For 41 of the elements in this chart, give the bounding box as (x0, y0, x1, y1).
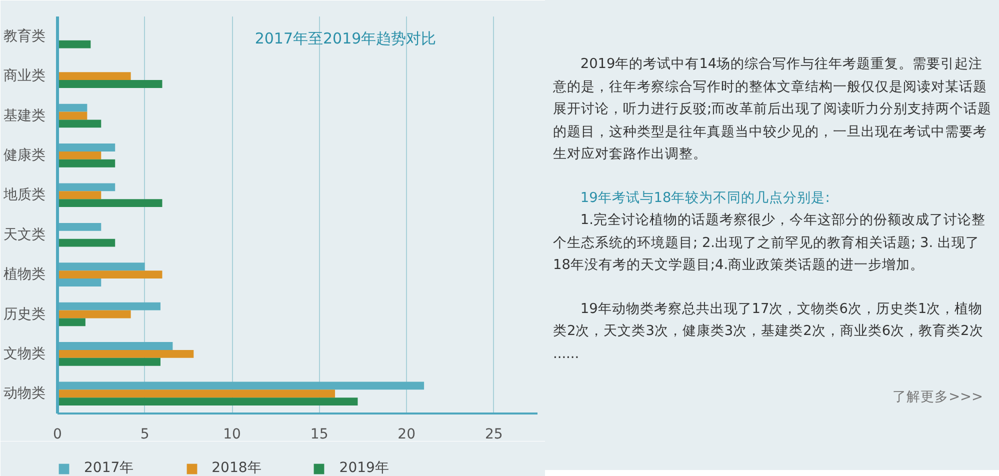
bar (58, 151, 102, 160)
text: 2017年至2019年趋势对比 (254, 29, 436, 48)
bar (58, 350, 194, 358)
y-tick-label: 历史类 (4, 306, 46, 322)
y-tick-label: 天文类 (4, 226, 46, 243)
bar (58, 199, 162, 208)
y-tick-label: 地质类 (2, 187, 46, 204)
legend-label: 2019年 (339, 459, 389, 476)
text: 了解更多>>> (892, 388, 984, 407)
x-tick-label: 10 (223, 426, 241, 442)
x-tick-label: 0 (53, 426, 62, 442)
bar (58, 40, 91, 48)
bar (58, 318, 86, 326)
bar (58, 191, 102, 200)
x-tick-label: 5 (140, 426, 150, 442)
text: 1.完全讨论植物的话题考察很少，今年这部分的份额改成了讨论整个生态系统的环境题目; 2.出现了之前罕见的教育相关话题; 3. 出现了18年没有考的天文学题目;4.商业政策类话题的进一步增加。 (553, 211, 986, 275)
text: 19年考试与18年较为不同的几点分别是: (579, 188, 831, 208)
bar (58, 120, 102, 128)
x-tick-label: 20 (398, 426, 416, 442)
text: 2019年的考试中有14场的综合写作与往年考题重复。需要引起注意的是，往年考察综合写作时的整体文章结构一般仅仅是阅读对某话题展开讨论，听力进行反驳;而改革前后出现了阅读听力分别支持两个话题的题目，这种类型是往年真题当中较少见的，一旦出现在考试中需要考生对应对套路作出调整。 (553, 55, 993, 164)
y-tick-label: 动物类 (4, 386, 46, 402)
y-tick-label: 教育类 (4, 27, 46, 44)
y-tick-label: 基建类 (4, 108, 46, 124)
y-tick-label: 文物类 (4, 346, 46, 362)
legend-label: 2018年 (212, 459, 262, 476)
legend-label: 2017年 (84, 459, 134, 476)
bar (58, 238, 116, 247)
text: 19年动物类考察总共出现了17次，文物类6次，历史类1次，植物类2次，天文类3次，健康类3次，基建类2次，商业类6次，教育类2次 ...... (553, 300, 984, 364)
bar (58, 270, 162, 279)
bar (58, 159, 116, 168)
bar (58, 390, 336, 398)
bar (58, 80, 162, 88)
bar (58, 398, 358, 406)
bar (58, 310, 131, 318)
y-tick-label: 植物类 (4, 266, 46, 283)
bar (58, 72, 131, 80)
x-tick-label: 15 (310, 426, 328, 442)
x-tick-label: 25 (484, 426, 503, 442)
y-tick-label: 健康类 (4, 147, 46, 164)
bar (58, 358, 160, 366)
y-tick-label: 商业类 (4, 68, 46, 84)
